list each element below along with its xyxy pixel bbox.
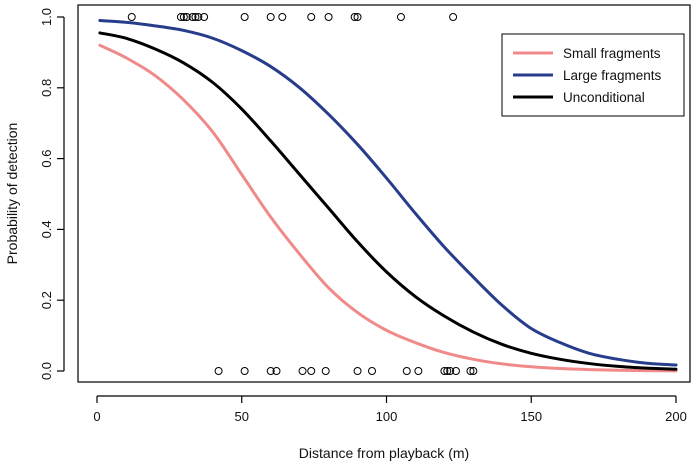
- non-detected-point: [321, 367, 330, 375]
- x-tick-label: 0: [93, 409, 100, 424]
- detected-point: [449, 13, 458, 21]
- x-tick-label: 100: [376, 409, 398, 424]
- non-detected-point: [214, 367, 223, 375]
- non-detected-point: [443, 367, 452, 375]
- non-detected-point: [466, 367, 475, 375]
- y-tick-label: 0.2: [39, 291, 54, 309]
- non-detected-point: [298, 367, 307, 375]
- non-detected-point: [451, 367, 460, 375]
- x-tick-label: 200: [665, 409, 687, 424]
- y-tick-label: 0.8: [39, 79, 54, 97]
- non-detected-point: [368, 367, 377, 375]
- detected-point: [240, 13, 249, 21]
- non-detected-point: [446, 367, 455, 375]
- x-tick-label: 150: [520, 409, 542, 424]
- non-detected-point: [440, 367, 449, 375]
- detected-point: [278, 13, 287, 21]
- detected-point: [194, 13, 203, 21]
- detected-point: [353, 13, 362, 21]
- detected-point: [176, 13, 185, 21]
- detected-point: [188, 13, 197, 21]
- series-line-small-fragments: [98, 43, 678, 373]
- legend-label: Small fragments: [563, 46, 661, 61]
- detected-point: [179, 13, 188, 21]
- x-axis: 0 50 100 150 200: [93, 395, 687, 424]
- legend-label: Unconditional: [563, 90, 645, 105]
- observation-points: [127, 13, 478, 375]
- detected-point: [307, 13, 316, 21]
- series-line-large-fragments: [98, 19, 678, 367]
- plot-frame: [77, 4, 691, 383]
- non-detected-point: [266, 367, 275, 375]
- y-tick-label: 0.4: [39, 220, 54, 238]
- detected-point: [396, 13, 405, 21]
- y-tick-label: 0.6: [39, 150, 54, 168]
- detected-point: [200, 13, 209, 21]
- y-tick-label: 1.0: [39, 8, 54, 26]
- series-line-unconditional: [98, 31, 678, 371]
- detected-point: [127, 13, 136, 21]
- x-tick-label: 50: [235, 409, 249, 424]
- x-axis-title: Distance from playback (m): [299, 445, 469, 461]
- detected-point: [182, 13, 191, 21]
- non-detected-point: [240, 367, 249, 375]
- detected-point: [350, 13, 359, 21]
- legend-label: Large fragments: [563, 68, 662, 83]
- detected-point: [191, 13, 200, 21]
- non-detected-point: [307, 367, 316, 375]
- legend: Small fragments Large fragments Unconditio…: [501, 33, 685, 117]
- non-detected-point: [353, 367, 362, 375]
- y-axis-title: Probability of detection: [4, 123, 20, 265]
- series-layer: [98, 19, 678, 373]
- detected-point: [266, 13, 275, 21]
- non-detected-point: [414, 367, 423, 375]
- detected-point: [324, 13, 333, 21]
- non-detected-point: [469, 367, 478, 375]
- y-tick-label: 0.0: [39, 362, 54, 380]
- non-detected-point: [272, 367, 281, 375]
- non-detected-point: [402, 367, 411, 375]
- y-axis: 0.0 0.2 0.4 0.6 0.8 1.0: [39, 8, 65, 380]
